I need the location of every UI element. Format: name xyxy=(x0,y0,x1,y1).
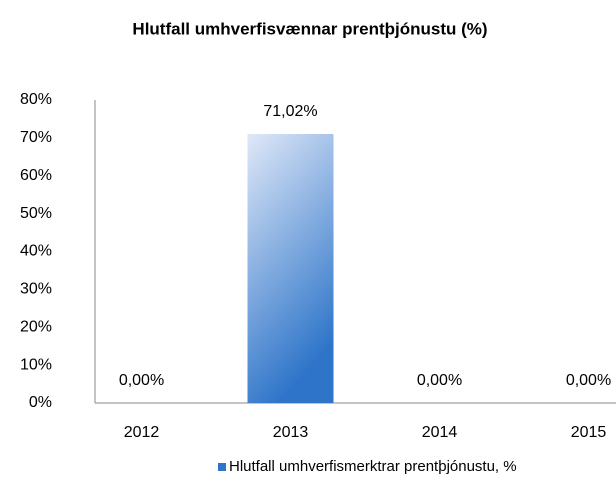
legend-label: Hlutfall umhverfismerktrar prentþjónustu… xyxy=(229,458,517,475)
x-tick-label: 2015 xyxy=(571,424,607,441)
data-label: 71,02% xyxy=(263,103,317,120)
x-tick-label: 2012 xyxy=(124,424,160,441)
y-tick-label: 80% xyxy=(20,91,52,108)
y-tick-label: 70% xyxy=(20,129,52,146)
y-tick-label: 0% xyxy=(29,394,52,411)
data-label: 0,00% xyxy=(119,372,164,389)
y-tick-label: 60% xyxy=(20,167,52,184)
x-tick-label: 2014 xyxy=(422,424,458,441)
data-label: 0,00% xyxy=(566,372,611,389)
x-tick-label: 2013 xyxy=(273,424,309,441)
chart-title: Hlutfall umhverfisvænnar prentþjónustu (… xyxy=(132,19,487,38)
y-tick-label: 20% xyxy=(20,318,52,335)
y-tick-label: 10% xyxy=(20,356,52,373)
y-tick-label: 30% xyxy=(20,281,52,298)
y-tick-label: 50% xyxy=(20,205,52,222)
y-tick-label: 40% xyxy=(20,243,52,260)
data-label: 0,00% xyxy=(417,372,462,389)
bar xyxy=(247,134,334,403)
legend-swatch xyxy=(218,463,226,471)
